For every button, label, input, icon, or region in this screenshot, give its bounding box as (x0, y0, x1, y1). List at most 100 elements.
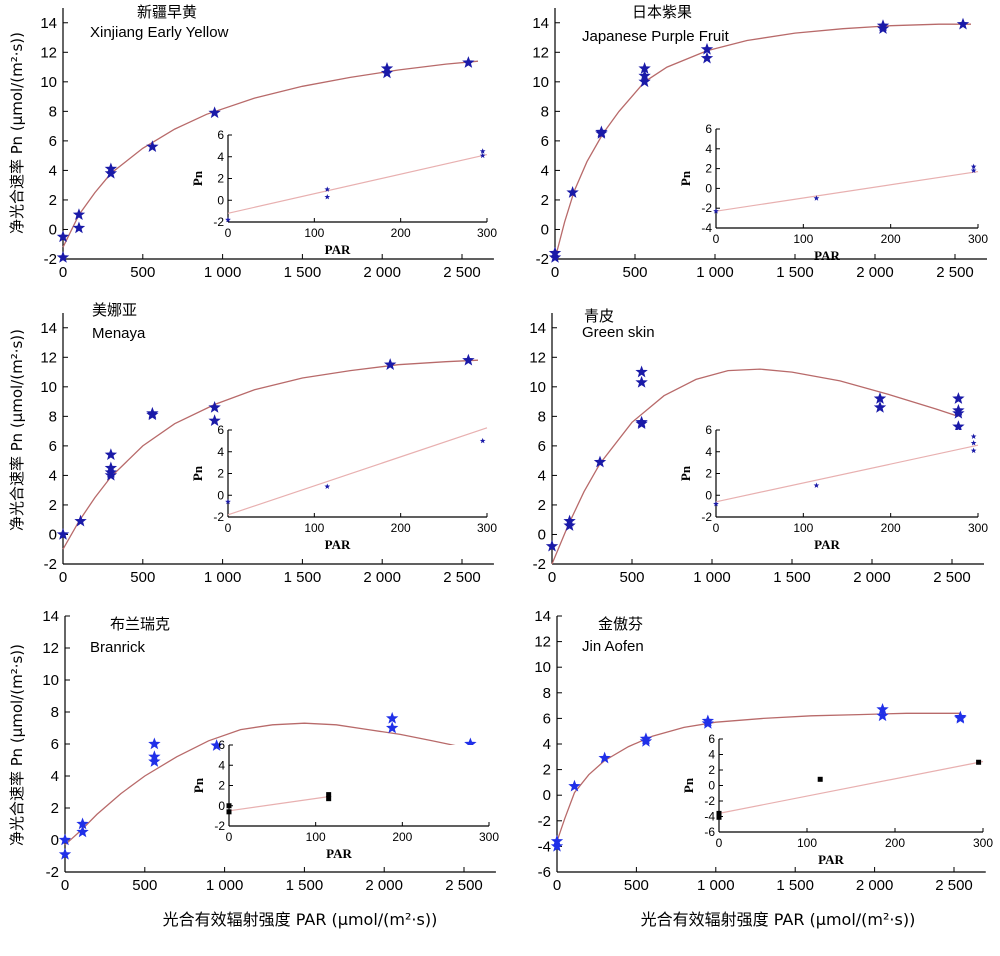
x-tick-label: 1 500 (284, 264, 322, 281)
inset-x-tick-label: 300 (968, 232, 988, 246)
data-point (386, 721, 399, 734)
x-tick-label: 1 000 (206, 877, 244, 894)
inset-x-label: PAR (818, 852, 844, 867)
inset-y-tick-label: 4 (705, 445, 712, 459)
data-point (104, 166, 118, 179)
data-point (545, 539, 559, 552)
y-tick-label: 0 (49, 526, 57, 543)
y-tick-label: 8 (538, 408, 546, 425)
data-point (550, 839, 564, 852)
inset-data-point (326, 792, 332, 798)
x-tick-label: 1 000 (693, 569, 731, 586)
x-tick-label: 2 000 (363, 264, 401, 281)
data-point (384, 358, 397, 370)
data-point (876, 702, 889, 715)
data-point (638, 62, 651, 74)
inset-y-tick-label: 0 (218, 799, 225, 813)
fit-curve (62, 60, 479, 248)
x-tick-label: 2 000 (853, 569, 891, 586)
inset-y-tick-label: 6 (705, 423, 712, 437)
y-tick-label: 14 (529, 320, 546, 337)
inset-x-label: PAR (325, 242, 351, 257)
y-tick-label: 2 (51, 800, 59, 817)
y-tick-label: 4 (538, 467, 546, 484)
y-tick-label: 4 (541, 162, 549, 179)
inset-background (228, 135, 487, 222)
panel-title-en: Branrick (90, 639, 146, 656)
y-axis-label: 净光合速率 Pn (μmol/(m²·s)) (8, 644, 26, 846)
inset-y-tick-label: -2 (704, 794, 715, 808)
data-point (462, 353, 475, 366)
inset-x-tick-label: 100 (793, 521, 813, 535)
inset-y-tick-label: 4 (705, 142, 712, 156)
inset-data-point (226, 809, 232, 815)
y-tick-label: 0 (51, 832, 59, 849)
x-tick-label: 0 (551, 264, 559, 281)
y-tick-label: -2 (46, 864, 59, 881)
y-tick-label: 6 (49, 438, 57, 455)
inset-data-point (970, 163, 977, 170)
data-point (146, 140, 159, 153)
data-point (638, 75, 651, 88)
data-point (952, 392, 965, 404)
y-axis-label: 净光合速率 Pn (μmol/(m²·s)) (8, 32, 26, 234)
x-tick-label: 1 000 (204, 264, 242, 281)
panel-title-cn: 布兰瑞克 (110, 615, 170, 633)
panel-title-cn: 青皮 (584, 307, 614, 325)
inset-x-tick-label: 0 (716, 836, 723, 850)
y-tick-label: 10 (532, 74, 549, 91)
data-point (873, 400, 887, 413)
inset-x-tick-label: 300 (477, 521, 497, 535)
inset-x-tick-label: 300 (479, 830, 499, 844)
x-tick-label: 1 500 (776, 877, 814, 894)
inset-data-point (976, 759, 982, 765)
y-tick-label: 0 (541, 221, 549, 238)
x-tick-label: 500 (132, 877, 157, 894)
inset-x-tick-label: 0 (225, 226, 232, 240)
inset-y-label: Pn (678, 170, 693, 186)
inset-x-tick-label: 300 (973, 836, 993, 850)
y-tick-label: 6 (51, 736, 59, 753)
inset-x-tick-label: 200 (885, 836, 905, 850)
inset-x-tick-label: 200 (881, 521, 901, 535)
inset-y-tick-label: 2 (708, 763, 715, 777)
y-tick-label: 2 (541, 192, 549, 209)
x-tick-label: 0 (59, 569, 67, 586)
data-point (56, 527, 70, 540)
y-axis-label: 净光合速率 Pn (μmol/(m²·s)) (8, 329, 26, 531)
x-tick-label: 2 500 (443, 264, 481, 281)
data-point (548, 251, 562, 263)
inset-fit-line (715, 170, 979, 212)
inset-x-tick-label: 100 (306, 830, 326, 844)
y-tick-label: -2 (538, 813, 551, 830)
inset-y-tick-label: 2 (705, 162, 712, 176)
y-tick-label: 8 (51, 704, 59, 721)
y-tick-label: 2 (543, 762, 551, 779)
inset-x-tick-label: 100 (793, 232, 813, 246)
y-tick-label: 12 (534, 634, 551, 651)
inset-y-tick-label: 0 (217, 193, 224, 207)
x-tick-label: 0 (61, 877, 69, 894)
inset-y-tick-label: 2 (705, 467, 712, 481)
y-tick-label: 10 (534, 659, 551, 676)
y-tick-label: 2 (49, 497, 57, 514)
inset-y-tick-label: 2 (217, 172, 224, 186)
y-tick-label: -2 (536, 251, 549, 268)
inset-y-tick-label: 4 (217, 150, 224, 164)
inset-y-tick-label: 0 (217, 488, 224, 502)
inset-y-label: Pn (191, 777, 206, 793)
data-point (210, 739, 223, 751)
inset-data-point (479, 437, 486, 444)
inset-data-point (479, 148, 486, 154)
inset-2: -4 -2 0 2 4 6 0 100 200 300 PAR Pn (678, 122, 988, 263)
x-tick-label: 2 500 (935, 877, 973, 894)
data-point (876, 22, 890, 34)
y-tick-label: 10 (529, 379, 546, 396)
x-tick-label: 1 000 (696, 264, 734, 281)
data-point (952, 420, 965, 432)
data-point (701, 717, 715, 729)
x-tick-label: 2 500 (445, 877, 483, 894)
inset-x-label: PAR (814, 248, 840, 263)
